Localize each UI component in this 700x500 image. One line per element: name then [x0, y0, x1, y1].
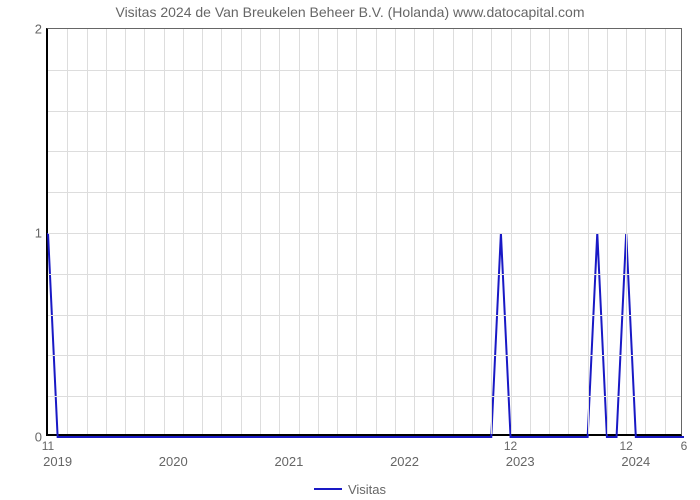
- grid-vertical: [511, 29, 512, 434]
- legend-label: Visitas: [348, 482, 386, 497]
- grid-vertical: [279, 29, 280, 434]
- grid-vertical: [530, 29, 531, 434]
- grid-horizontal: [48, 70, 681, 71]
- plot-area: 0121112126201920202021202220232024: [46, 28, 682, 436]
- grid-vertical: [164, 29, 165, 434]
- grid-vertical: [299, 29, 300, 434]
- grid-vertical: [87, 29, 88, 434]
- grid-vertical: [106, 29, 107, 434]
- grid-vertical: [260, 29, 261, 434]
- grid-vertical: [588, 29, 589, 434]
- chart-title: Visitas 2024 de Van Breukelen Beheer B.V…: [0, 4, 700, 20]
- grid-vertical: [395, 29, 396, 434]
- grid-vertical: [453, 29, 454, 434]
- x-minor-tick-label: 6: [681, 439, 688, 453]
- grid-horizontal: [48, 396, 681, 397]
- x-minor-tick-label: 12: [504, 439, 517, 453]
- grid-vertical: [433, 29, 434, 434]
- y-tick-label: 1: [35, 226, 42, 241]
- x-major-tick-label: 2024: [621, 454, 650, 469]
- grid-vertical: [221, 29, 222, 434]
- x-minor-tick-label: 12: [619, 439, 632, 453]
- grid-vertical: [549, 29, 550, 434]
- x-major-tick-label: 2021: [274, 454, 303, 469]
- grid-vertical: [645, 29, 646, 434]
- x-major-tick-label: 2022: [390, 454, 419, 469]
- grid-vertical: [376, 29, 377, 434]
- x-major-tick-label: 2020: [159, 454, 188, 469]
- x-major-tick-label: 2023: [506, 454, 535, 469]
- grid-vertical: [665, 29, 666, 434]
- legend-item-visitas: Visitas: [314, 482, 386, 497]
- grid-vertical: [337, 29, 338, 434]
- grid-horizontal: [48, 111, 681, 112]
- grid-vertical: [491, 29, 492, 434]
- grid-horizontal: [48, 355, 681, 356]
- grid-vertical: [318, 29, 319, 434]
- grid-vertical: [568, 29, 569, 434]
- grid-horizontal: [48, 192, 681, 193]
- grid-horizontal: [48, 315, 681, 316]
- grid-vertical: [183, 29, 184, 434]
- grid-vertical: [414, 29, 415, 434]
- x-major-tick-label: 2019: [43, 454, 72, 469]
- grid-vertical: [472, 29, 473, 434]
- legend: Visitas: [0, 478, 700, 497]
- grid-vertical: [626, 29, 627, 434]
- grid-vertical: [241, 29, 242, 434]
- grid-vertical: [202, 29, 203, 434]
- grid-horizontal: [48, 274, 681, 275]
- grid-horizontal: [48, 151, 681, 152]
- chart-container: Visitas 2024 de Van Breukelen Beheer B.V…: [0, 0, 700, 500]
- legend-swatch: [314, 488, 342, 490]
- grid-vertical: [356, 29, 357, 434]
- x-minor-tick-label: 11: [42, 439, 54, 453]
- grid-vertical: [144, 29, 145, 434]
- grid-vertical: [67, 29, 68, 434]
- grid-horizontal: [48, 233, 681, 234]
- grid-vertical: [125, 29, 126, 434]
- grid-vertical: [607, 29, 608, 434]
- y-tick-label: 2: [35, 22, 42, 37]
